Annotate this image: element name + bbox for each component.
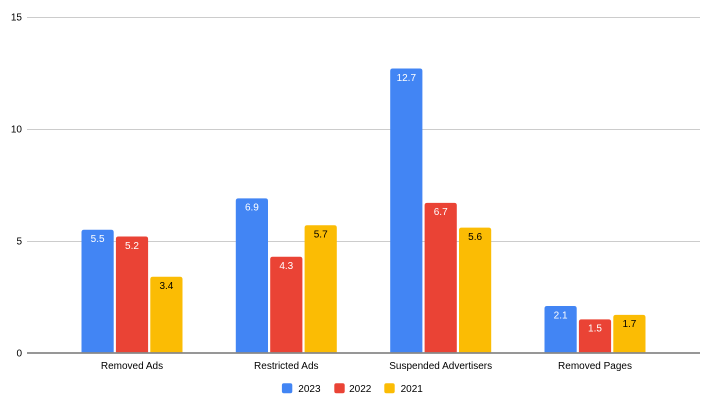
svg-text:1.5: 1.5 (588, 324, 602, 335)
svg-text:3.4: 3.4 (159, 281, 173, 292)
svg-text:Restricted Ads: Restricted Ads (254, 361, 318, 372)
svg-text:10: 10 (11, 125, 23, 136)
svg-text:5.6: 5.6 (468, 232, 482, 243)
svg-text:2022: 2022 (349, 384, 372, 395)
svg-text:5.2: 5.2 (125, 241, 139, 252)
svg-text:2.1: 2.1 (554, 310, 568, 321)
svg-text:5.7: 5.7 (314, 230, 328, 241)
svg-text:12.7: 12.7 (397, 73, 417, 84)
svg-text:6.9: 6.9 (245, 203, 259, 214)
svg-text:2021: 2021 (401, 384, 424, 395)
svg-text:6.7: 6.7 (434, 207, 448, 218)
svg-text:Suspended Advertisers: Suspended Advertisers (389, 361, 492, 372)
svg-text:0: 0 (16, 349, 22, 360)
svg-text:15: 15 (11, 13, 23, 24)
svg-text:4.3: 4.3 (279, 261, 293, 272)
svg-text:Removed Pages: Removed Pages (558, 361, 632, 372)
svg-text:Removed Ads: Removed Ads (101, 361, 163, 372)
svg-text:2023: 2023 (298, 384, 321, 395)
svg-text:5.5: 5.5 (91, 234, 105, 245)
svg-text:1.7: 1.7 (622, 319, 636, 330)
svg-text:5: 5 (16, 237, 22, 248)
